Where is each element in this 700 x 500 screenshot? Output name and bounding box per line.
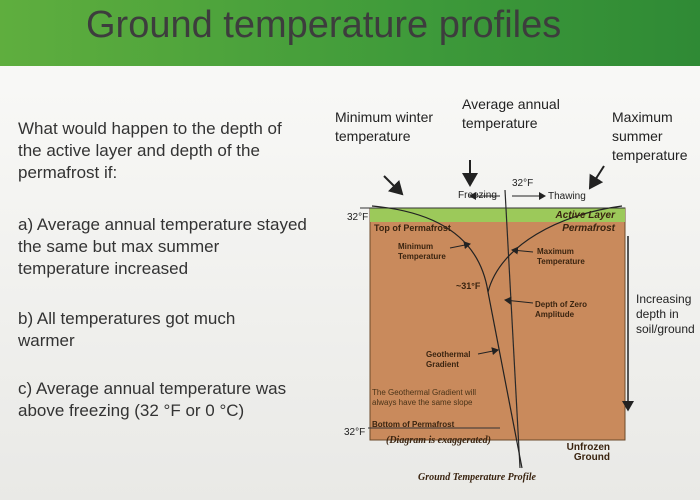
label: 32°F xyxy=(344,427,366,438)
label: Freezing xyxy=(458,190,497,201)
label: ~31°F xyxy=(456,281,481,291)
arrow xyxy=(477,347,499,356)
label: Minimum Temperature xyxy=(398,242,446,261)
label: Increasing depth in soil/ground xyxy=(636,292,695,336)
caption: Ground Temperature Profile xyxy=(418,472,536,483)
arrow xyxy=(588,165,605,190)
question-item: c) Average annual temperature was above … xyxy=(18,379,287,420)
arrow xyxy=(504,296,534,305)
max-curve xyxy=(487,205,623,293)
arrow xyxy=(511,246,534,255)
arrow xyxy=(383,175,404,196)
min-curve xyxy=(371,205,489,293)
label: Unfrozen Ground xyxy=(566,442,610,463)
freezing-line xyxy=(504,189,521,469)
label: Top of Permafrost xyxy=(374,223,451,233)
label: Thawing xyxy=(548,191,586,202)
geothermal-line xyxy=(487,291,523,469)
label: Average annual temperature xyxy=(462,96,560,131)
label: Active Layer xyxy=(555,210,615,221)
label: 32°F xyxy=(347,212,369,223)
title-bar xyxy=(0,0,700,66)
question-intro: What would happen to the depth of the ac… xyxy=(18,119,282,182)
label: Bottom of Permafrost xyxy=(372,420,455,429)
label: Geothermal Gradient xyxy=(426,350,471,369)
question-item: a) Average annual temperature stayed the… xyxy=(18,215,307,278)
label: Maximum summer temperature xyxy=(612,109,688,163)
label: Depth of Zero Amplitude xyxy=(535,300,587,319)
arrow xyxy=(449,241,471,250)
permafrost-box xyxy=(369,207,626,441)
title: Ground temperature profiles xyxy=(86,4,562,46)
label: The Geothermal Gradient will always have… xyxy=(372,388,477,407)
label: Minimum winter temperature xyxy=(335,109,434,144)
label: (Diagram is exaggerated) xyxy=(386,435,491,446)
question-item: b) All temperatures got much warmer xyxy=(18,309,236,350)
label: Maximum Temperature xyxy=(537,247,585,266)
label: 32°F xyxy=(512,178,534,189)
label: Permafrost xyxy=(562,223,615,234)
active-layer xyxy=(370,208,625,222)
